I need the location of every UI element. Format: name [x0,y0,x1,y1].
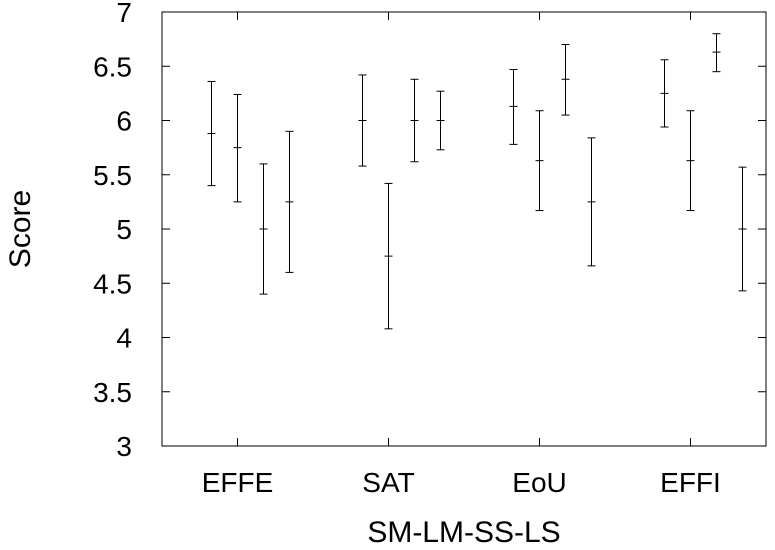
error-bar [207,80,216,187]
error-bar [384,182,393,330]
error-bar [233,93,242,203]
y-tick-label: 5 [116,214,132,245]
y-tick-label: 3.5 [93,377,132,408]
y-axis: 3 3.5 4 4.5 5 5.5 6 6.5 7 [93,0,766,462]
y-tick-label: 6.5 [93,51,132,82]
x-axis: EFFE SAT EoU EFFI [202,12,721,498]
error-bar [259,163,268,295]
y-axis-label: Score [4,190,37,268]
plot-frame [161,11,767,447]
y-tick-label: 7 [116,0,132,28]
error-bar [436,90,445,151]
x-tick-label: EFFI [660,467,721,498]
error-bar [561,44,570,116]
error-bar [712,33,721,73]
error-bar [660,59,669,128]
error-bars [207,33,747,330]
y-tick-label: 4.5 [93,268,132,299]
error-bar [587,137,596,267]
error-bar [285,130,294,273]
y-tick-label: 3 [116,431,132,462]
y-tick-label: 4 [116,323,132,354]
y-tick-label: 5.5 [93,160,132,191]
error-bar [738,166,747,292]
error-bar [509,69,518,145]
x-tick-label: SAT [362,467,414,498]
y-tick-label: 6 [116,106,132,137]
error-bar [410,78,419,163]
error-bar [686,110,695,212]
error-bar [535,110,544,212]
x-tick-label: EFFE [202,467,274,498]
x-tick-label: EoU [512,467,566,498]
x-axis-label: SM-LM-SS-LS [367,516,560,549]
error-bar [358,74,367,167]
